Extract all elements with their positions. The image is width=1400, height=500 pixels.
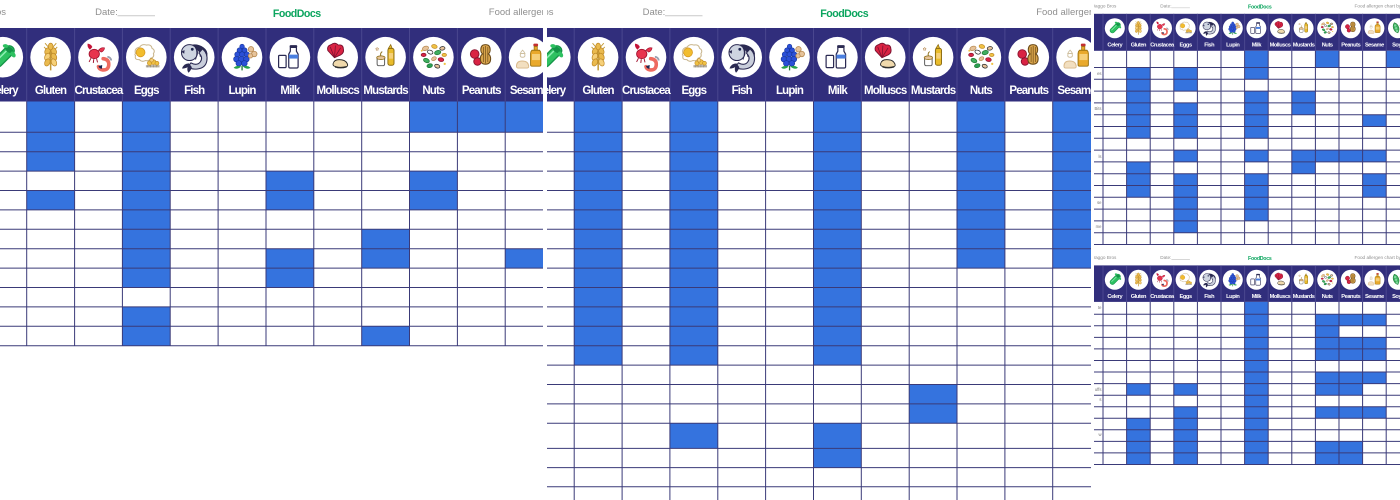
svg-text:uffs: uffs (1094, 387, 1101, 392)
svg-text:Waggo Bros: Waggo Bros (547, 7, 554, 18)
svg-text:Sesame: Sesame (1057, 85, 1090, 97)
svg-text:me: me (1095, 224, 1101, 229)
svg-text:Fish: Fish (1204, 42, 1215, 48)
svg-text:es: es (1097, 71, 1101, 76)
svg-text:Gluten: Gluten (35, 85, 67, 97)
svg-text:Molluscs: Molluscs (864, 85, 907, 97)
svg-text:Peanuts: Peanuts (1341, 42, 1360, 48)
svg-text:Peanuts: Peanuts (462, 85, 501, 97)
svg-text:Date:: Date: (1160, 3, 1171, 8)
svg-text:Date:: Date: (95, 7, 118, 18)
svg-text:Waggo Bros: Waggo Bros (0, 7, 6, 18)
svg-text:Milk: Milk (1251, 294, 1262, 300)
svg-text:Molluscs: Molluscs (1269, 294, 1290, 300)
svg-text:Nuts: Nuts (970, 85, 993, 97)
svg-text:Lupin: Lupin (1226, 42, 1240, 48)
svg-text:Food allergen chart by www.foo: Food allergen chart by www.fooddocs.com (489, 7, 543, 18)
svg-text:Crustacea: Crustacea (1150, 294, 1175, 300)
svg-text:Waggo Bros: Waggo Bros (1094, 3, 1117, 8)
svg-text:FoodDocs: FoodDocs (1248, 4, 1272, 10)
svg-text:Mustards: Mustards (911, 85, 956, 97)
svg-text:Celery: Celery (547, 85, 567, 97)
svg-text:Peanuts: Peanuts (1009, 85, 1048, 97)
svg-text:Date:: Date: (643, 7, 666, 18)
svg-text:te: te (1098, 305, 1102, 310)
svg-text:FoodDocs: FoodDocs (820, 8, 868, 20)
svg-text:Lupin: Lupin (776, 85, 804, 97)
svg-text:Sesame: Sesame (510, 85, 543, 97)
svg-text:Fish: Fish (184, 85, 205, 97)
svg-text:Eggs: Eggs (1179, 294, 1191, 300)
svg-text:Soya: Soya (1392, 42, 1400, 48)
svg-text:Milk: Milk (1251, 42, 1262, 48)
svg-text:FoodDocs: FoodDocs (1248, 256, 1272, 262)
svg-text:Food allergen chart by www.foo: Food allergen chart by www.fooddocs.com (1036, 7, 1090, 18)
svg-text:Milk: Milk (828, 85, 848, 97)
svg-text:w: w (1098, 432, 1102, 437)
svg-text:FoodDocs: FoodDocs (273, 8, 321, 20)
svg-text:Gluten: Gluten (1130, 42, 1146, 48)
svg-text:Peanuts: Peanuts (1341, 294, 1360, 300)
svg-text:Crustacea: Crustacea (75, 85, 124, 97)
svg-text:Nuts: Nuts (1321, 42, 1332, 48)
svg-text:Celery: Celery (1107, 42, 1123, 48)
svg-text:ls: ls (1098, 154, 1101, 159)
svg-text:Sesame: Sesame (1364, 42, 1383, 48)
svg-text:Celery: Celery (1107, 294, 1123, 300)
svg-text:s: s (1099, 397, 1101, 402)
svg-text:Nuts: Nuts (422, 85, 445, 97)
svg-text:Crustacea: Crustacea (1150, 42, 1175, 48)
svg-text:Lupin: Lupin (228, 85, 256, 97)
svg-text:Fish: Fish (1204, 294, 1215, 300)
svg-text:Nuts: Nuts (1321, 294, 1332, 300)
svg-text:Waggo Bros: Waggo Bros (1094, 255, 1117, 260)
svg-text:Mustards: Mustards (1292, 42, 1314, 48)
svg-text:Gluten: Gluten (1130, 294, 1146, 300)
svg-text:Molluscs: Molluscs (1269, 42, 1290, 48)
svg-text:Milk: Milk (280, 85, 300, 97)
svg-text:Mustards: Mustards (363, 85, 408, 97)
svg-text:Mustards: Mustards (1292, 294, 1314, 300)
svg-text:Molluscs: Molluscs (316, 85, 359, 97)
svg-text:se: se (1097, 200, 1102, 205)
svg-text:Eggs: Eggs (681, 85, 706, 97)
svg-text:Fish: Fish (732, 85, 753, 97)
svg-text:Gluten: Gluten (582, 85, 614, 97)
svg-text:Food allergen chart by www.foo: Food allergen chart by www.fooddocs.com (1354, 3, 1400, 8)
svg-text:Celery: Celery (0, 85, 19, 97)
svg-text:Crustacea: Crustacea (622, 85, 671, 97)
svg-text:Lupin: Lupin (1226, 294, 1240, 300)
svg-text:Food allergen chart by www.foo: Food allergen chart by www.fooddocs.com (1354, 255, 1400, 260)
svg-text:Eggs: Eggs (1179, 42, 1191, 48)
svg-text:Eggs: Eggs (134, 85, 159, 97)
svg-text:Date:: Date: (1160, 255, 1171, 260)
svg-text:Sesame: Sesame (1364, 294, 1383, 300)
svg-text:Soya: Soya (1392, 294, 1400, 300)
svg-text:Bits: Bits (1094, 106, 1101, 111)
